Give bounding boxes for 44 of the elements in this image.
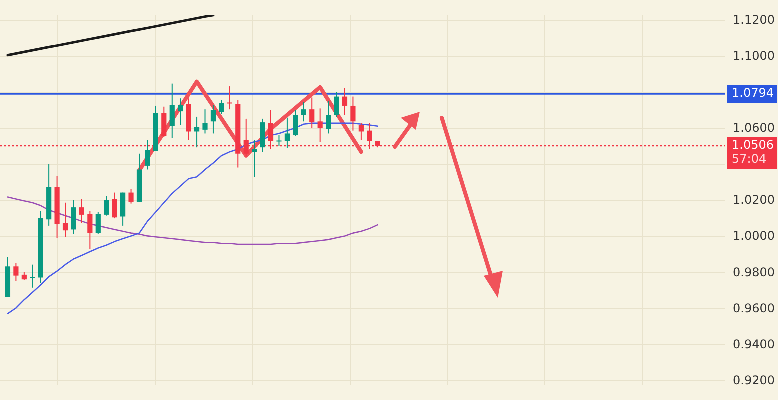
candlestick [284,117,290,149]
candlestick [326,100,332,134]
candlestick [318,108,323,143]
candlestick [194,116,200,148]
y-tick-label: 1.0600 [733,121,775,136]
candlestick [252,140,258,178]
candlestick [170,83,175,139]
candlestick [301,102,306,122]
candlestick [62,202,68,238]
candlestick [162,106,167,138]
candlestick [334,92,340,118]
candlestick [104,196,110,216]
y-tick-label: 0.9200 [733,373,775,388]
y-tick-label: 0.9600 [733,301,775,316]
candlestick [30,264,36,288]
candlestick [219,100,224,115]
candlestick [178,98,184,126]
candlestick [79,198,84,224]
candlestick [145,140,150,170]
candlestick [350,96,356,132]
y-tick-label: 0.9800 [733,265,775,280]
y-tick-label: 1.0200 [733,193,775,208]
candlestick [71,200,76,235]
candlestick [358,122,364,141]
candlestick [202,109,208,134]
text: 57:04 [732,152,767,166]
candlestick [227,86,232,110]
candlestick [96,212,101,235]
candlestick [310,97,315,129]
candlestick [342,88,348,116]
y-tick-label: 1.1200 [733,13,775,28]
candlestick [14,262,19,282]
ref-line-label: 1.0506 [732,138,774,152]
candlestick [210,104,216,134]
y-tick-label: 1.1000 [733,49,775,64]
candlestick [276,135,282,148]
candlestick [120,192,126,226]
y-tick-label: 1.0000 [733,229,775,244]
candlestick [128,188,134,204]
ref-line-label: 1.0794 [732,86,774,100]
y-tick-label: 0.9400 [733,337,775,352]
candlestick [112,192,118,220]
candlestick [88,210,93,250]
candlestick [293,110,298,137]
